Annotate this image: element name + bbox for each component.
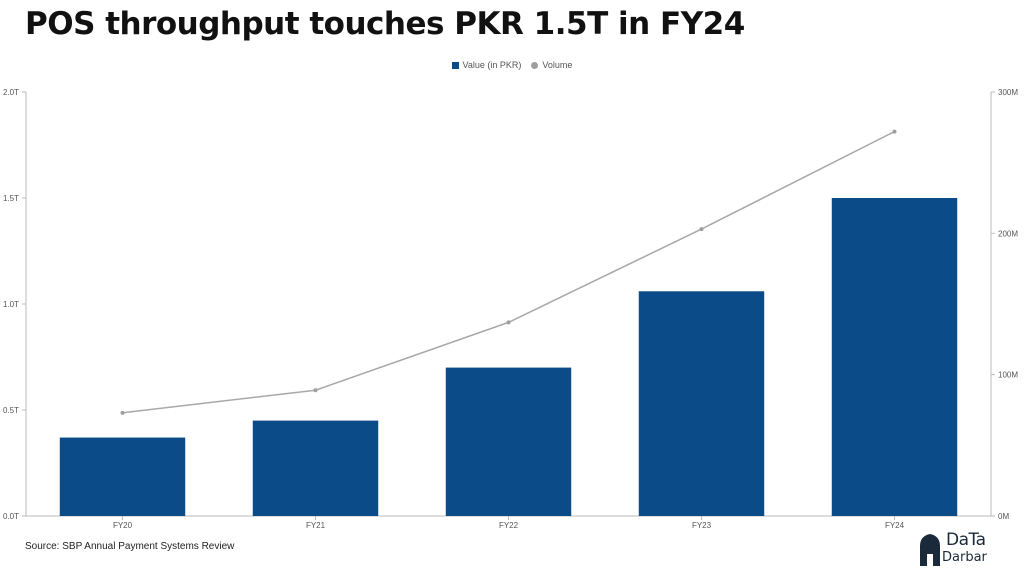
legend-item-volume[interactable]: Volume xyxy=(531,60,572,70)
left-tick-label: 0.0T xyxy=(3,512,19,521)
bar xyxy=(831,198,958,516)
x-tick-label: FY22 xyxy=(499,521,519,530)
volume-point xyxy=(892,129,897,134)
left-tick-label: 1.5T xyxy=(3,194,19,203)
volume-point xyxy=(506,320,511,325)
logo-line1: DaTa xyxy=(946,530,986,550)
x-tick-label: FY23 xyxy=(692,521,712,530)
legend-bar-swatch xyxy=(451,61,459,69)
x-tick-label: FY24 xyxy=(885,521,905,530)
x-tick-label: FY20 xyxy=(113,521,133,530)
left-tick-label: 1.0T xyxy=(3,300,19,309)
logo-line2: Darbar xyxy=(942,550,987,565)
data-darbar-logo: DaTa Darbar xyxy=(918,530,988,568)
source-note: Source: SBP Annual Payment Systems Revie… xyxy=(25,541,235,552)
right-tick-label: 200M xyxy=(998,229,1018,238)
bar xyxy=(445,367,572,516)
bar xyxy=(252,420,379,516)
right-tick-label: 0M xyxy=(998,512,1009,521)
mosque-icon xyxy=(920,534,940,566)
bar xyxy=(59,437,186,516)
volume-point xyxy=(313,388,318,393)
left-tick-label: 0.5T xyxy=(3,406,19,415)
legend: Value (in PKR) Volume xyxy=(0,60,1024,70)
volume-point xyxy=(699,227,704,232)
bar xyxy=(638,291,765,516)
legend-volume-label: Volume xyxy=(542,60,573,70)
legend-item-value[interactable]: Value (in PKR) xyxy=(451,60,522,70)
legend-line-swatch xyxy=(531,61,539,69)
left-tick-label: 2.0T xyxy=(3,88,19,97)
volume-point xyxy=(120,410,125,415)
legend-value-label: Value (in PKR) xyxy=(462,60,522,70)
right-tick-label: 100M xyxy=(998,371,1018,380)
x-tick-label: FY21 xyxy=(306,521,326,530)
right-tick-label: 300M xyxy=(998,88,1018,97)
chart-title: POS throughput touches PKR 1.5T in FY24 xyxy=(25,6,745,42)
